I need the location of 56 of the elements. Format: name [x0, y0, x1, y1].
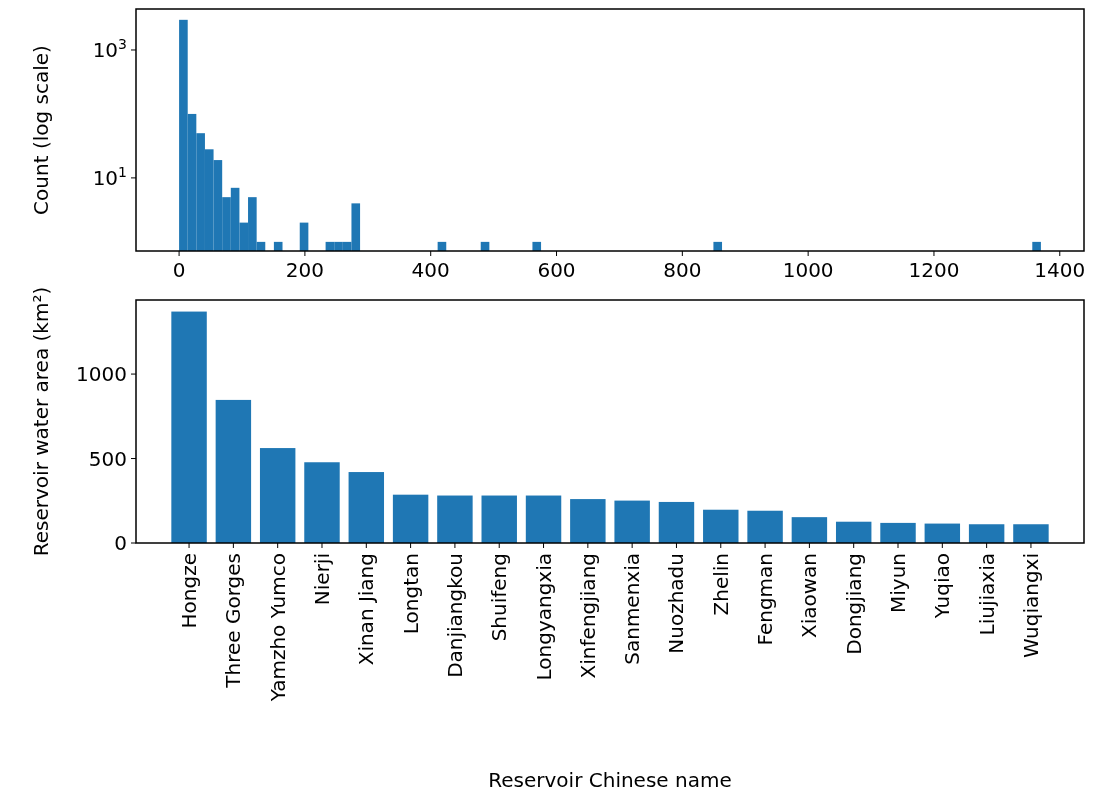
- x-tick-label: 1000: [782, 258, 834, 282]
- y-tick-label: 10$^{1}$: [92, 163, 127, 190]
- bar: [791, 517, 828, 543]
- bar: [481, 495, 517, 543]
- x-axis-title: Reservoir Chinese name: [488, 768, 732, 792]
- bar: [968, 524, 1005, 543]
- bar: [924, 523, 961, 543]
- y-axis-title: Reservoir water area (km²): [29, 286, 53, 557]
- bar: [658, 501, 695, 543]
- x-tick-label: Xinfengjiang: [575, 553, 600, 679]
- x-tick-label: Nuozhadu: [664, 553, 689, 654]
- x-tick-label: 0: [172, 258, 186, 282]
- bar: [835, 521, 872, 543]
- bar: [392, 494, 429, 543]
- bar: [215, 399, 252, 543]
- bar: [525, 495, 562, 543]
- bar: [348, 472, 385, 543]
- bar: [1013, 524, 1049, 543]
- x-tick-label: Nierji: [309, 553, 334, 606]
- x-tick-label: 600: [537, 258, 576, 282]
- x-tick-label: Wuqiangxi: [1018, 553, 1043, 659]
- x-tick-label: Miyun: [886, 553, 911, 613]
- x-tick-label: Fengman: [753, 553, 778, 646]
- x-tick-label: 800: [663, 258, 702, 282]
- y-tick-label: 500: [88, 446, 127, 471]
- bar: [304, 462, 340, 543]
- bar: [171, 311, 207, 543]
- bar: [747, 510, 783, 543]
- y-tick-label: 1000: [76, 362, 127, 387]
- bar: [437, 495, 473, 543]
- bar: [614, 500, 650, 543]
- x-tick-label: Sanmenxia: [620, 553, 645, 665]
- x-tick-label: Zhelin: [708, 553, 733, 616]
- bar: [703, 509, 739, 543]
- x-tick-label: 400: [411, 258, 450, 282]
- y-tick-label: 0: [114, 531, 127, 555]
- y-tick-label: 10$^{3}$: [92, 35, 127, 62]
- x-tick-label: Longtan: [398, 553, 423, 635]
- x-tick-label: Yuqiao: [930, 553, 955, 620]
- x-tick-label: Xiaowan: [797, 553, 822, 639]
- x-tick-label: 200: [285, 258, 324, 282]
- x-tick-label: Yamzho Yumco: [265, 553, 290, 703]
- bar: [570, 499, 606, 543]
- bar: [259, 448, 296, 543]
- y-axis-title: Count (log scale): [29, 45, 53, 215]
- x-tick-label: Three Gorges: [221, 553, 246, 689]
- x-tick-label: Danjiangkou: [442, 553, 467, 678]
- x-tick-label: Shuifeng: [487, 553, 512, 642]
- x-tick-label: Hongze: [177, 553, 202, 629]
- bar: [880, 522, 916, 543]
- x-tick-label: 1200: [908, 258, 960, 282]
- x-tick-label: Liujiaxia: [974, 553, 999, 636]
- x-tick-label: 1400: [1034, 258, 1086, 282]
- x-tick-label: Xinan Jiang: [354, 553, 379, 666]
- x-tick-label: Longyangxia: [531, 553, 556, 681]
- x-tick-label: Dongjiang: [841, 553, 866, 655]
